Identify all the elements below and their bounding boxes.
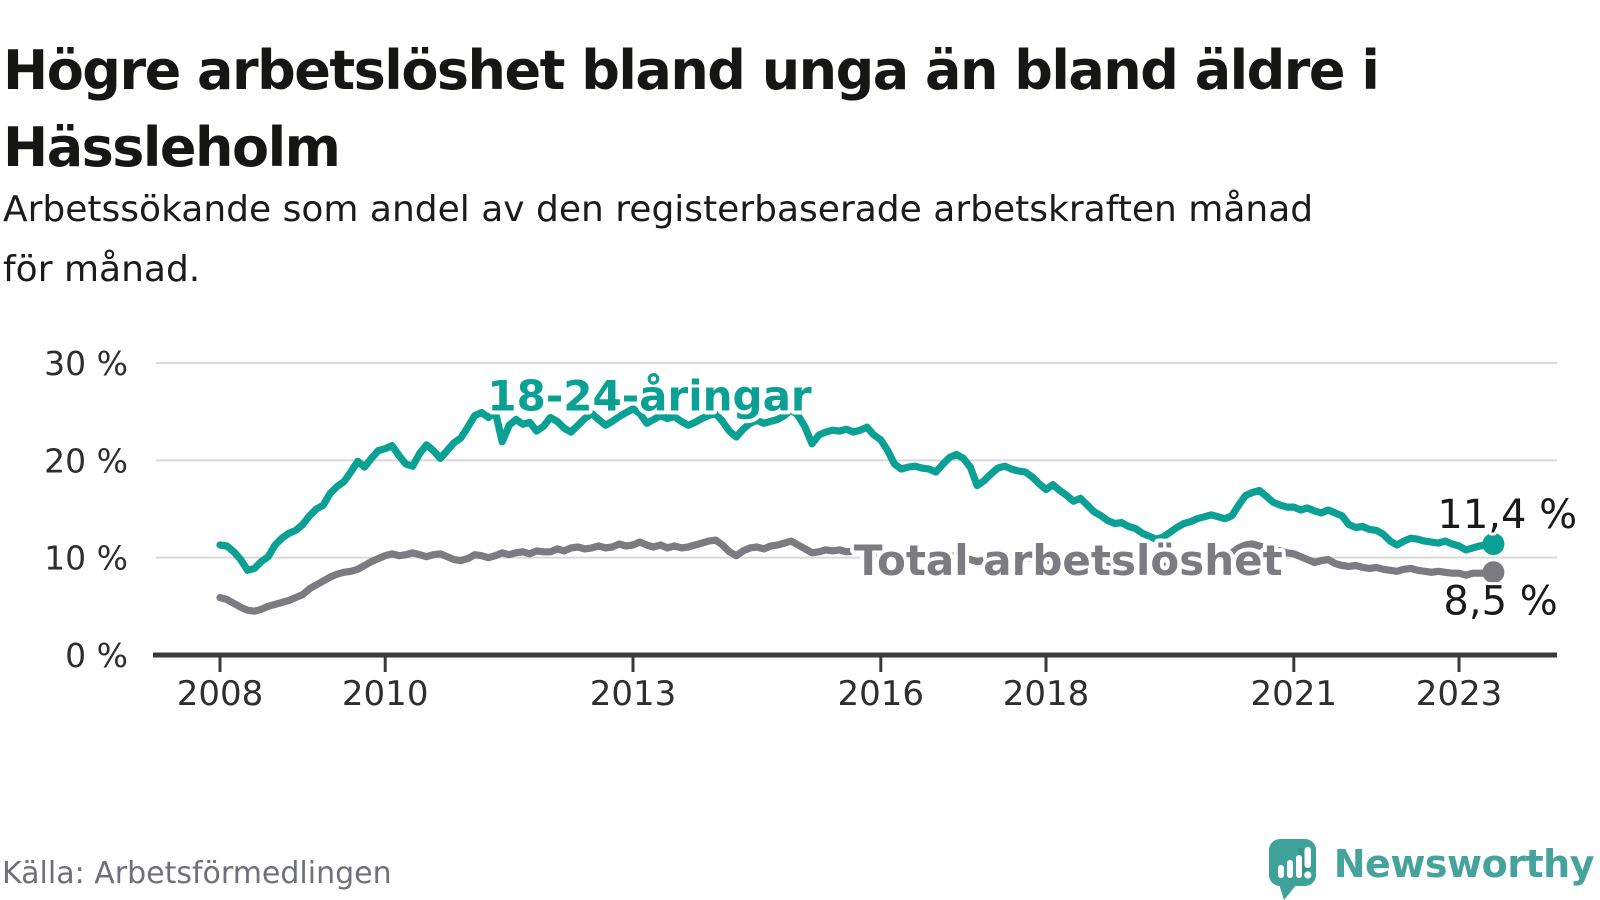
subtitle-line-2: för månad. bbox=[3, 249, 201, 290]
y-axis-tick-label: 30 % bbox=[44, 344, 128, 383]
x-axis-tick-label: 2013 bbox=[590, 674, 677, 714]
title-line-2: Hässleholm bbox=[3, 116, 341, 180]
x-axis-tick-label: 2023 bbox=[1416, 674, 1503, 714]
x-axis-tick-label: 2008 bbox=[177, 674, 264, 714]
chart-subtitle: Arbetssökande som andel av den registerb… bbox=[3, 180, 1583, 300]
series-line-young bbox=[216, 405, 1497, 574]
bar-chart-speech-bubble-icon bbox=[1268, 839, 1316, 900]
subtitle-line-1: Arbetssökande som andel av den registerb… bbox=[3, 189, 1314, 230]
newsworthy-wordmark: Newsworthy bbox=[1333, 842, 1595, 886]
source-attribution: Källa: Arbetsförmedlingen bbox=[2, 856, 392, 891]
newsworthy-branding: Newsworthy bbox=[1268, 838, 1595, 900]
end-value-label-young: 11,4 % bbox=[1437, 492, 1577, 538]
y-axis-tick-label: 0 % bbox=[65, 636, 128, 675]
x-axis-tick-label: 2021 bbox=[1251, 674, 1338, 714]
series-end-dot bbox=[1482, 533, 1505, 556]
series-label-total: Total arbetslöshet bbox=[854, 536, 1283, 585]
y-axis-tick-label: 10 % bbox=[44, 539, 128, 578]
page-title: Högre arbetslöshet bland unga än bland ä… bbox=[3, 32, 1583, 186]
x-axis-tick-label: 2016 bbox=[838, 674, 925, 714]
end-value-label-total: 8,5 % bbox=[1443, 578, 1557, 624]
x-axis-tick-label: 2018 bbox=[1003, 674, 1090, 714]
series-end-dot bbox=[1482, 561, 1505, 584]
series-label-young: 18-24-åringar bbox=[487, 372, 812, 421]
title-line-1: Högre arbetslöshet bland unga än bland ä… bbox=[3, 39, 1380, 103]
x-axis-tick-label: 2010 bbox=[342, 674, 429, 714]
y-axis-tick-label: 20 % bbox=[44, 441, 128, 480]
series-line-total bbox=[216, 536, 1497, 615]
